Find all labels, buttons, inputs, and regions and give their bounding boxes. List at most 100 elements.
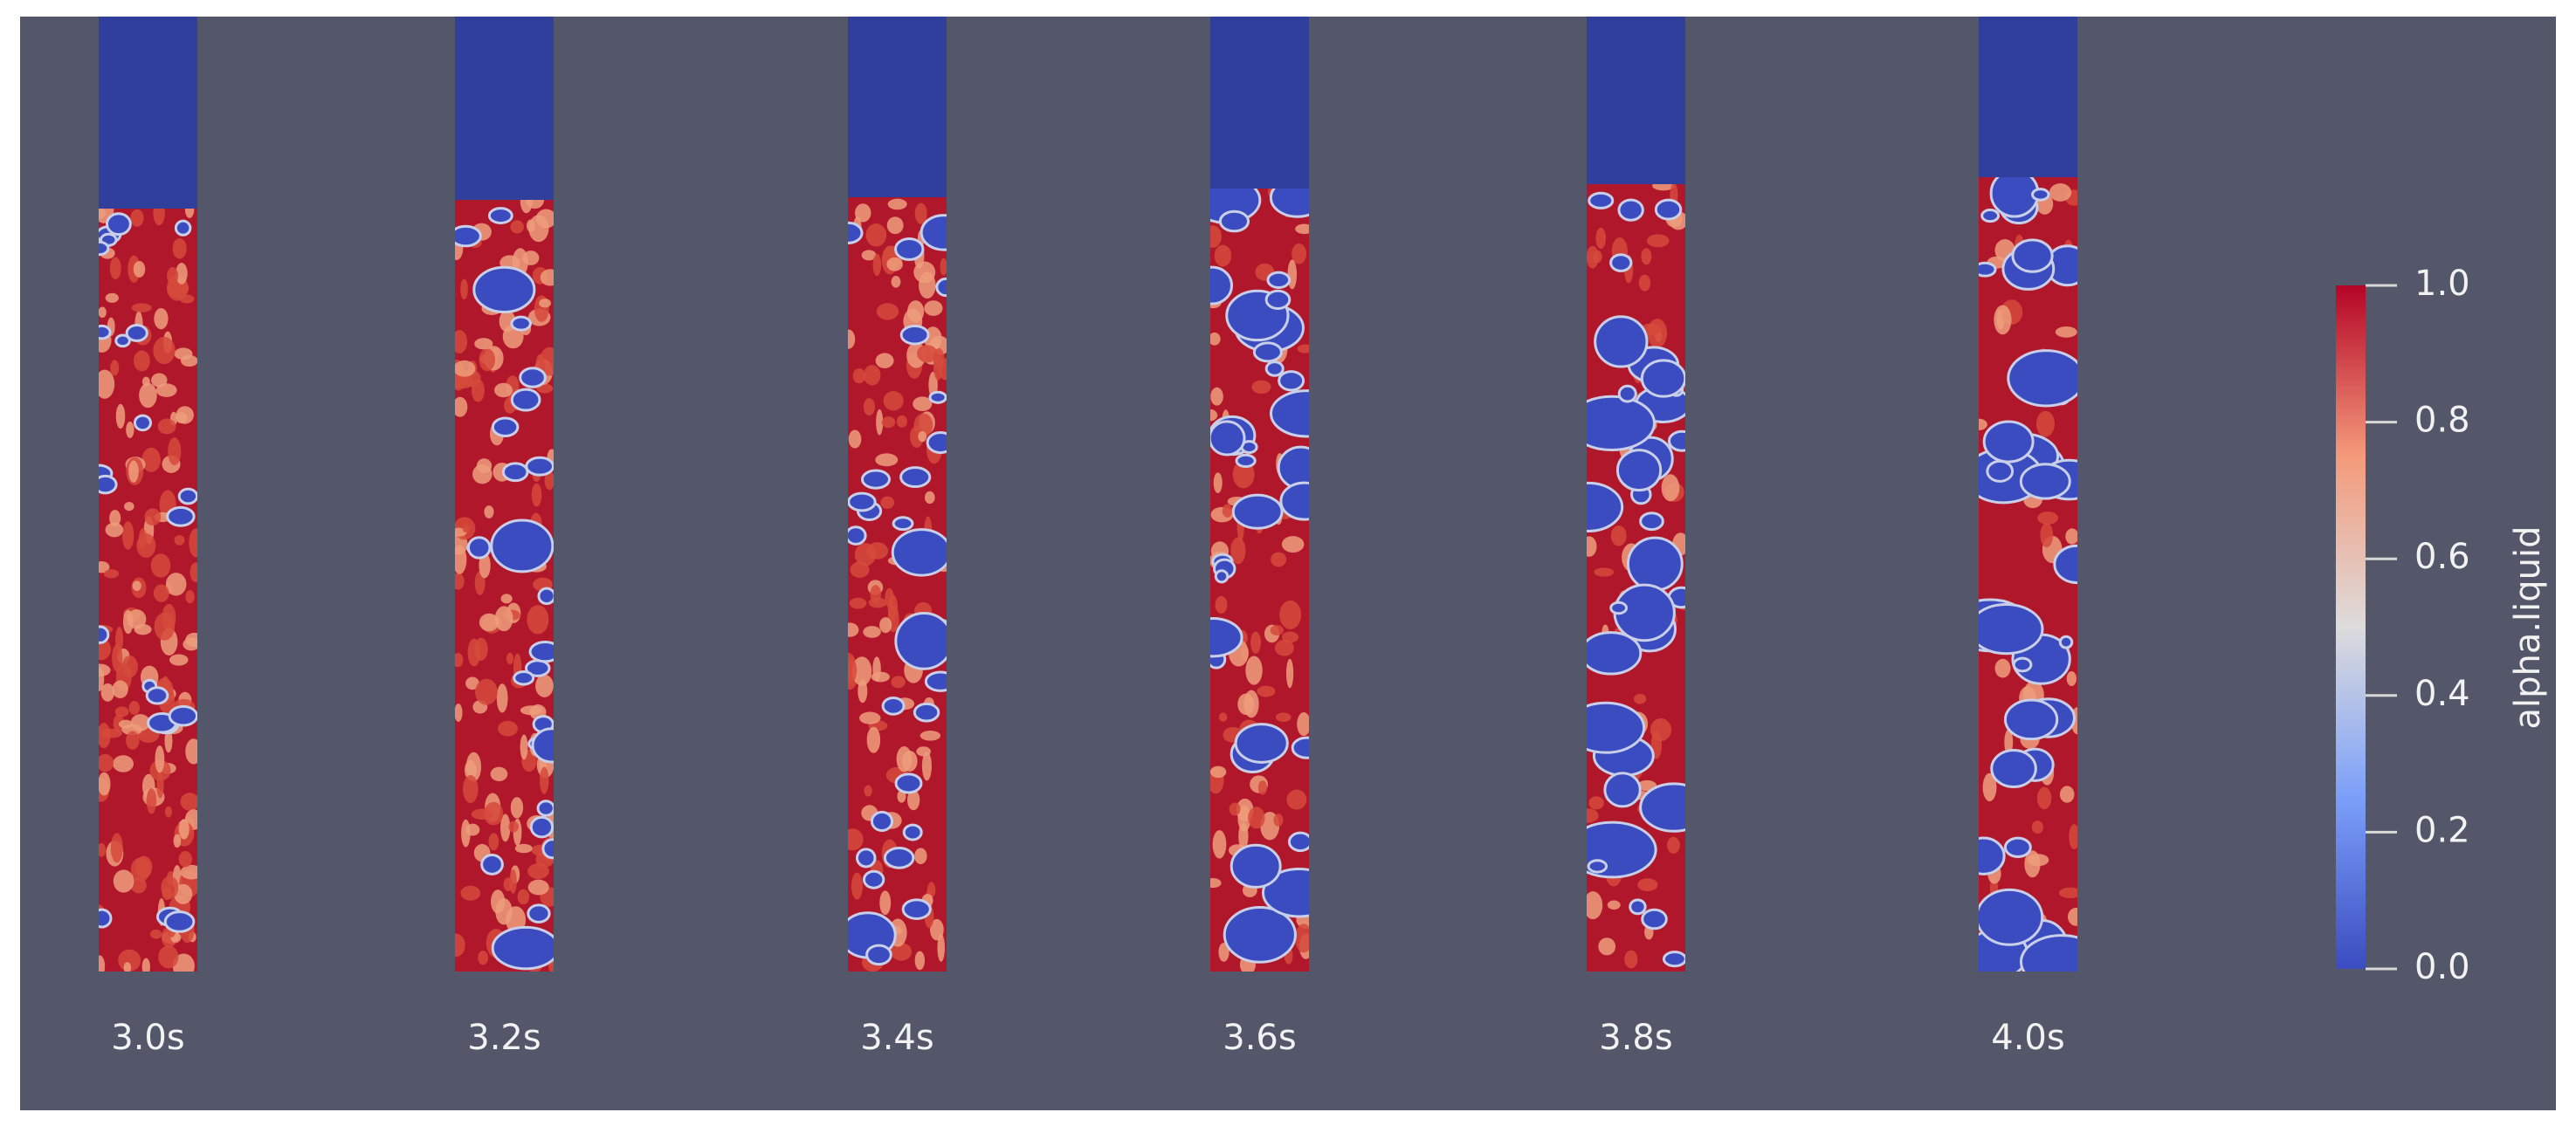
bubbles — [1587, 184, 1685, 969]
wake — [2066, 671, 2077, 687]
wake — [535, 209, 554, 229]
wake — [540, 269, 554, 286]
wake — [153, 584, 169, 602]
bubble — [1266, 271, 1291, 289]
wake — [123, 962, 132, 972]
wake — [176, 412, 188, 424]
wake — [1237, 693, 1255, 716]
wake — [144, 508, 162, 526]
bubble — [1210, 265, 1234, 306]
bubble — [928, 390, 947, 404]
wake — [176, 263, 188, 285]
wake — [535, 674, 554, 697]
wake — [1218, 712, 1228, 722]
bubble — [525, 456, 554, 477]
wake — [180, 864, 197, 880]
wake — [118, 719, 134, 729]
wake — [1229, 802, 1241, 816]
wake — [1607, 900, 1621, 910]
bubble — [466, 536, 492, 560]
wake — [2036, 786, 2052, 810]
time-label: 3.0s — [111, 1018, 184, 1058]
bubble — [1617, 384, 1637, 403]
bubble — [1979, 261, 1997, 278]
wake — [500, 594, 513, 604]
wake — [479, 613, 499, 632]
tick-label: 0.8 — [2414, 401, 2470, 441]
wake — [164, 806, 173, 818]
wake — [126, 731, 140, 750]
wake — [128, 701, 141, 715]
tick-label: 0.2 — [2414, 810, 2470, 850]
wake — [154, 612, 176, 641]
bubble — [1252, 341, 1283, 363]
bubble — [1264, 289, 1291, 310]
wake — [852, 367, 866, 384]
wake — [462, 524, 471, 533]
bubble — [537, 587, 554, 606]
wake — [913, 396, 933, 412]
wake — [520, 200, 533, 214]
wake — [517, 889, 530, 905]
wake — [868, 597, 887, 608]
wake — [169, 654, 189, 666]
wake — [1210, 409, 1218, 422]
wake — [864, 785, 872, 797]
wake — [495, 898, 513, 925]
wake — [527, 863, 549, 880]
bubble — [1986, 459, 2015, 483]
wake — [484, 505, 494, 518]
wake — [121, 655, 138, 678]
wake — [1661, 474, 1680, 502]
wake — [103, 569, 120, 579]
bubble — [455, 224, 482, 248]
wake — [1297, 344, 1309, 354]
wake — [478, 951, 488, 965]
wake — [155, 745, 165, 773]
bubble — [513, 669, 535, 686]
wake — [2065, 528, 2077, 545]
wake — [1646, 234, 1670, 248]
bubble — [870, 810, 894, 833]
wake — [848, 828, 864, 851]
wake — [1979, 418, 1987, 430]
time-label: 3.4s — [860, 1018, 933, 1058]
bubble — [541, 838, 554, 860]
bubble — [527, 903, 551, 923]
bubble — [926, 431, 947, 455]
bubble — [1615, 449, 1663, 492]
wake — [544, 470, 554, 491]
bubble — [1223, 905, 1297, 964]
wake — [1210, 387, 1223, 406]
wake — [916, 345, 938, 363]
wake — [885, 587, 894, 608]
wake — [165, 573, 187, 596]
bubble — [902, 823, 923, 841]
wake — [1248, 807, 1265, 829]
wake — [455, 703, 463, 722]
bubble — [2003, 698, 2059, 741]
bubble — [920, 214, 947, 251]
bubble — [899, 466, 932, 489]
wake — [141, 447, 161, 472]
wake — [1257, 780, 1267, 795]
wake — [172, 237, 187, 259]
wake — [1232, 460, 1255, 489]
bubble — [1231, 493, 1284, 530]
wake — [1210, 878, 1222, 889]
wake — [174, 535, 185, 546]
bubble — [891, 528, 947, 577]
wake — [1245, 656, 1263, 685]
bubble — [177, 487, 197, 505]
bubble — [913, 702, 940, 723]
wake — [498, 720, 518, 737]
wake — [105, 292, 119, 303]
wake — [527, 605, 549, 635]
wake — [1994, 305, 2012, 335]
bubble — [491, 416, 520, 437]
wake — [167, 266, 179, 285]
wake — [848, 329, 856, 349]
wake — [157, 418, 176, 435]
wake — [474, 338, 493, 350]
wake — [178, 819, 189, 840]
